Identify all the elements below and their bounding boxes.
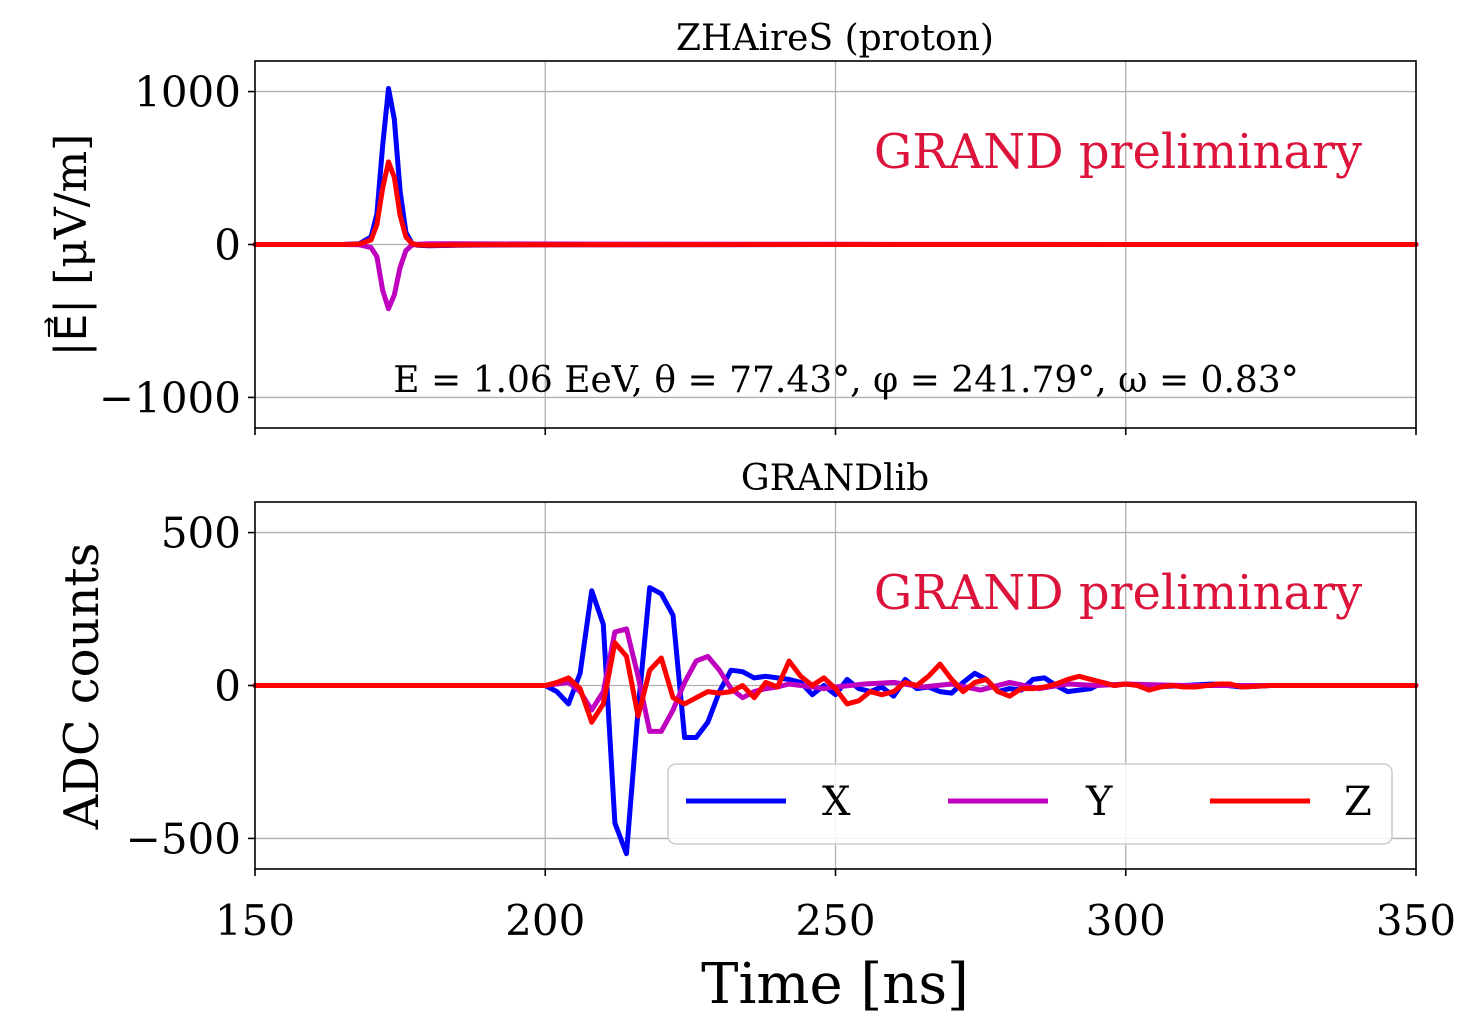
top-y-tick-label: 0	[214, 221, 241, 270]
legend: X Y Z	[667, 763, 1393, 845]
bottom-y-tick-label: −500	[126, 814, 241, 863]
bottom-series-z-line	[252, 640, 1419, 725]
x-tick-label: 150	[215, 896, 295, 945]
bottom-ticks: 150 200 250 300 350 −500 0 500	[126, 509, 1456, 945]
top-y-axis-label: |E⃗| [μV/m]	[44, 134, 97, 357]
top-ticks: −1000 0 1000	[99, 68, 1417, 435]
bottom-watermark: GRAND preliminary	[874, 565, 1362, 621]
top-chart-title: ZHAireS (proton)	[676, 18, 994, 59]
x-tick-label: 300	[1086, 896, 1166, 945]
bottom-panel: 150 200 250 300 350 −500 0 500 GRANDlib ADC cou…	[54, 458, 1456, 1017]
x-axis-label: Time [ns]	[701, 952, 969, 1017]
legend-label-z: Z	[1344, 779, 1372, 825]
bottom-y-tick-label: 500	[161, 509, 241, 558]
top-series-z-line	[252, 159, 1419, 248]
x-tick-label: 250	[795, 896, 875, 945]
shower-parameters-annotation: E = 1.06 EeV, θ = 77.43°, φ = 241.79°, ω…	[393, 360, 1298, 401]
legend-box	[667, 763, 1393, 845]
top-y-tick-label: −1000	[99, 373, 241, 422]
bottom-series-lines	[252, 585, 1419, 857]
x-tick-label: 350	[1376, 896, 1456, 945]
legend-label-y: Y	[1085, 779, 1113, 825]
top-y-tick-label: 1000	[134, 68, 241, 117]
legend-label-x: X	[822, 779, 851, 825]
bottom-y-axis-label: ADC counts	[54, 543, 110, 831]
top-series-lines	[252, 86, 1419, 312]
bottom-y-tick-label: 0	[214, 662, 241, 711]
x-tick-label: 200	[505, 896, 585, 945]
bottom-chart-title: GRANDlib	[741, 458, 929, 499]
top-watermark: GRAND preliminary	[874, 124, 1362, 180]
